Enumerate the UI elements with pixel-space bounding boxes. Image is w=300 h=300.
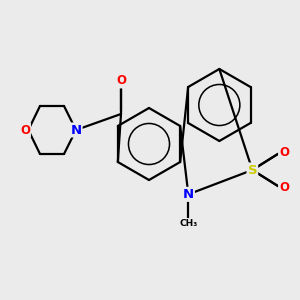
Text: S: S <box>248 164 257 176</box>
Text: O: O <box>20 124 30 136</box>
Text: CH₃: CH₃ <box>179 218 197 227</box>
Text: O: O <box>279 146 289 159</box>
Text: O: O <box>116 74 126 88</box>
Text: N: N <box>183 188 194 201</box>
Text: O: O <box>279 181 289 194</box>
Text: N: N <box>70 124 82 136</box>
